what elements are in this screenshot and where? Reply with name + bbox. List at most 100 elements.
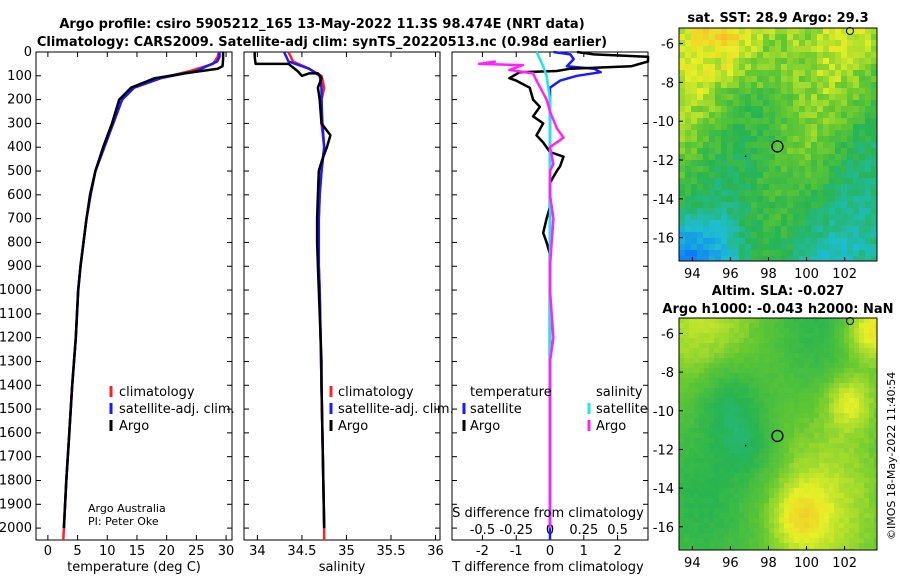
map-cell [714, 518, 720, 524]
map-cell [739, 58, 746, 65]
map-cell [749, 448, 755, 454]
map-cell [764, 463, 770, 469]
map-cell [805, 28, 812, 35]
map-cell [874, 323, 878, 329]
map-xtick-label: 98 [760, 267, 777, 282]
legend-heading-temperature: temperature [470, 385, 552, 400]
map-cell [859, 112, 866, 119]
map-cell [794, 393, 800, 399]
map-cell [874, 458, 878, 464]
map-cell [715, 166, 722, 173]
map-cell [859, 244, 866, 251]
map-cell [689, 338, 695, 344]
map-cell [805, 226, 812, 233]
map-cell [859, 154, 866, 161]
map-cell [859, 52, 866, 59]
map-cell [697, 238, 704, 245]
map-cell [864, 333, 870, 339]
map-cell [734, 358, 740, 364]
map-cell [793, 28, 800, 35]
salinity-legend: climatology satellite-adj. clim. Argo [329, 385, 454, 434]
map-cell [721, 184, 728, 191]
map-cell [809, 548, 815, 551]
map-cell [839, 333, 845, 339]
map-cell [694, 348, 700, 354]
map-cell [709, 443, 715, 449]
map-cell [864, 388, 870, 394]
map-cell [809, 373, 815, 379]
map-cell [869, 478, 875, 484]
map-cell [805, 142, 812, 149]
map-cell [784, 403, 790, 409]
map-cell [691, 184, 698, 191]
map-cell [699, 453, 705, 459]
map-cell [769, 136, 776, 143]
map-cell [809, 383, 815, 389]
map-cell [829, 40, 836, 47]
xtick-label: 0 [546, 544, 554, 559]
map-cell [864, 493, 870, 499]
map-cell [781, 220, 788, 227]
map-cell [694, 483, 700, 489]
map-cell [859, 46, 866, 53]
map-cell [829, 548, 835, 551]
map-cell [829, 483, 835, 489]
map-cell [739, 124, 746, 131]
map-cell [769, 383, 775, 389]
map-cell [784, 508, 790, 514]
map-cell [757, 112, 764, 119]
map-cell [853, 70, 860, 77]
map-cell [727, 112, 734, 119]
map-cell [864, 498, 870, 504]
map-cell [709, 458, 715, 464]
map-cell [719, 498, 725, 504]
map-cell [689, 483, 695, 489]
map-cell [685, 52, 692, 59]
map-cell [811, 64, 818, 71]
map-cell [684, 438, 690, 444]
map-cell [829, 408, 835, 414]
map-cell [679, 70, 686, 77]
map-cell [805, 136, 812, 143]
map-cell [764, 543, 770, 549]
map-cell [729, 423, 735, 429]
map-cell [787, 136, 794, 143]
map-cell [775, 76, 782, 83]
map-cell [759, 438, 765, 444]
map-cell [734, 343, 740, 349]
map-cell [679, 100, 686, 107]
map-cell [859, 148, 866, 155]
map-cell [835, 82, 842, 89]
map-cell [749, 483, 755, 489]
map-cell [844, 438, 850, 444]
map-cell [691, 46, 698, 53]
map-cell [694, 368, 700, 374]
map-cell [775, 106, 782, 113]
map-cell [685, 238, 692, 245]
map-cell [749, 343, 755, 349]
map-cell [759, 428, 765, 434]
map-cell [733, 226, 740, 233]
map-cell [739, 82, 746, 89]
map-cell [829, 196, 836, 203]
map-cell [834, 518, 840, 524]
map-cell [689, 503, 695, 509]
map-cell [829, 136, 836, 143]
map-cell [694, 343, 700, 349]
map-cell [805, 40, 812, 47]
map-cell [871, 88, 878, 95]
map-cell [685, 190, 692, 197]
map-cell [799, 448, 805, 454]
map-cell [824, 323, 830, 329]
map-cell [819, 438, 825, 444]
map-cell [789, 533, 795, 539]
map-cell [774, 323, 780, 329]
map-cell [689, 458, 695, 464]
map-cell [744, 448, 750, 454]
map-cell [769, 323, 775, 329]
map-cell [859, 463, 865, 469]
map-cell [859, 214, 866, 221]
map-cell [824, 488, 830, 494]
map-cell [749, 548, 755, 551]
map-cell [854, 473, 860, 479]
